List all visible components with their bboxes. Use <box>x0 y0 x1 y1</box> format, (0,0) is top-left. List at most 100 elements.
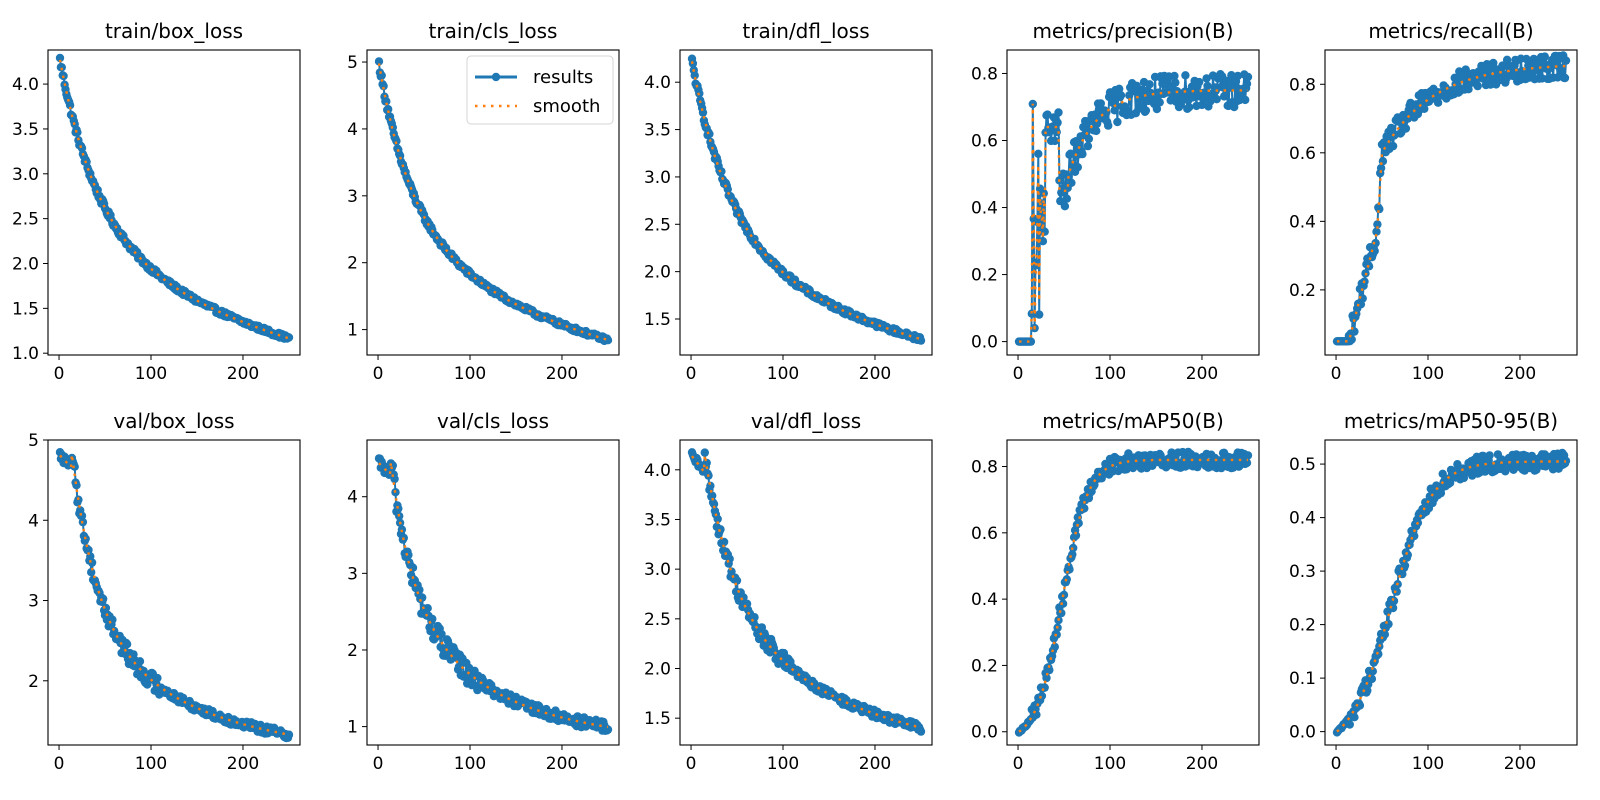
results-point <box>1116 91 1126 100</box>
results-point <box>1152 104 1162 114</box>
results-point <box>1433 98 1443 107</box>
smooth-line <box>58 59 290 340</box>
results-point <box>1096 99 1106 108</box>
x-tick-label: 0 <box>686 754 697 774</box>
results-line <box>1018 450 1249 733</box>
y-tick-label: 0.8 <box>971 64 998 84</box>
results-point <box>1212 95 1221 104</box>
x-tick-label: 200 <box>546 364 578 384</box>
y-tick-label: 0.0 <box>971 333 998 353</box>
results-point <box>1532 66 1541 75</box>
results-point <box>1057 608 1066 618</box>
subplot-title: val/cls_loss <box>437 409 549 433</box>
results-point <box>1050 136 1060 146</box>
results-point <box>374 57 384 66</box>
results-point <box>1363 686 1372 695</box>
results-point <box>87 558 97 567</box>
y-tick-label: 0.8 <box>1289 75 1316 95</box>
plot-area <box>1014 70 1253 346</box>
results-point <box>1054 108 1063 117</box>
results-line <box>691 451 922 734</box>
results-point <box>284 333 294 342</box>
results-point <box>1067 178 1076 187</box>
results-point <box>1045 665 1054 675</box>
smooth-line <box>378 462 609 729</box>
subplot-title: train/box_loss <box>105 19 243 43</box>
subplot-title: metrics/mAP50(B) <box>1042 409 1224 433</box>
results-point <box>1195 77 1204 87</box>
y-tick-label: 0.4 <box>971 199 998 219</box>
subplot-title: train/cls_loss <box>429 19 558 43</box>
results-point <box>382 97 391 106</box>
legend: results smooth <box>466 55 614 125</box>
subplot-train-dfl-loss: train/dfl_loss 0 100 200 1.5 2.0 2.5 3.0 3.5 4.0 <box>644 19 933 384</box>
subplot-title: train/dfl_loss <box>742 19 869 43</box>
y-tick-label: 1.5 <box>12 299 39 319</box>
results-point <box>397 525 407 534</box>
x-tick-label: 100 <box>454 364 486 384</box>
results-point <box>1202 74 1211 83</box>
subplot-metrics-precision-b-: metrics/precision(B) 0 100 200 0.0 0.2 0.4 0.6 0… <box>971 19 1260 384</box>
y-tick-label: 0.2 <box>1289 281 1316 301</box>
results-point <box>717 167 726 176</box>
results-point <box>65 101 75 110</box>
results-point <box>1078 149 1087 159</box>
smooth-line <box>1019 89 1249 343</box>
x-tick-label: 100 <box>767 754 799 774</box>
results-point <box>1532 465 1541 474</box>
results-point <box>1376 163 1386 173</box>
results-point <box>1073 163 1083 172</box>
smooth-line <box>1337 64 1566 343</box>
y-tick-label: 0.4 <box>1289 509 1316 529</box>
axes-frame <box>1006 49 1260 356</box>
results-point <box>1181 71 1190 80</box>
x-tick-label: 100 <box>767 364 799 384</box>
y-tick-label: 0.4 <box>971 590 998 610</box>
y-tick-label: 0.0 <box>1289 723 1316 743</box>
results-point <box>1104 121 1113 130</box>
results-point <box>122 640 132 649</box>
results-point <box>603 725 613 734</box>
y-tick-label: 2.0 <box>12 255 39 275</box>
results-point <box>1052 127 1061 137</box>
x-tick-label: 200 <box>859 364 891 384</box>
results-point <box>1242 458 1252 468</box>
x-tick-label: 100 <box>1094 754 1126 774</box>
results-point <box>284 730 294 739</box>
results-point <box>1058 599 1068 608</box>
x-tick-label: 100 <box>454 754 486 774</box>
results-point <box>379 81 388 91</box>
x-tick-label: 0 <box>686 364 697 384</box>
y-tick-label: 3.5 <box>644 121 671 141</box>
axes-frame <box>47 49 301 356</box>
results-point <box>1053 118 1062 127</box>
results-point <box>1553 73 1562 82</box>
y-tick-label: 0.2 <box>971 266 998 286</box>
x-tick-label: 200 <box>1504 754 1536 774</box>
results-point <box>1540 52 1550 61</box>
results-point <box>404 550 413 560</box>
results-point <box>1372 227 1381 236</box>
y-tick-label: 3.0 <box>644 560 671 580</box>
x-tick-label: 100 <box>1412 754 1444 774</box>
results-point <box>1141 106 1151 115</box>
results-point <box>1050 642 1060 652</box>
results-point <box>1388 141 1398 151</box>
results-point <box>392 136 401 146</box>
plot-area <box>1014 447 1253 737</box>
results-point <box>1378 157 1388 166</box>
results-point <box>1026 337 1036 346</box>
plot-area <box>55 448 294 743</box>
results-point <box>72 481 81 490</box>
results-point <box>1403 550 1413 560</box>
x-tick-label: 0 <box>1331 364 1342 384</box>
subplot-title: val/dfl_loss <box>751 409 861 433</box>
subplot-title: val/box_loss <box>113 409 234 433</box>
results-point <box>690 71 699 80</box>
axes-frame <box>47 439 301 746</box>
results-point <box>1241 95 1250 105</box>
x-tick-label: 0 <box>54 364 65 384</box>
x-tick-label: 0 <box>1013 754 1024 774</box>
results-point <box>1035 310 1044 319</box>
